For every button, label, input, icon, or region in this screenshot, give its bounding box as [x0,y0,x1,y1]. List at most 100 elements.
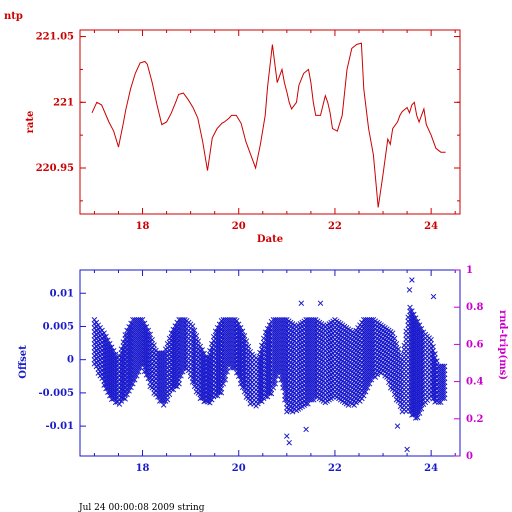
offset-point [124,327,130,334]
offset-point [247,348,254,355]
offset-point [418,341,425,348]
offset-point [364,385,371,391]
offset-point [266,350,273,356]
offset-point [311,337,317,343]
offset-point [441,395,448,402]
offset-point [361,393,367,399]
offset-point [95,322,102,328]
offset-point [218,385,225,392]
offset-point [239,344,246,351]
offset-point [311,369,317,375]
offset-point [189,347,196,353]
offset-point [282,369,288,375]
offset-point [418,373,425,380]
offset-point [145,331,152,338]
offset-point [255,400,261,407]
rate-x-tick-label: 24 [424,221,438,232]
offset-point [112,391,119,398]
offset-point [418,385,425,392]
offset-point [412,327,419,333]
offset-point [110,348,117,354]
offset-point [282,345,288,351]
offset-point [108,344,115,351]
offset-point [112,387,119,394]
offset-point [418,345,425,352]
offset-point [239,360,246,367]
rate-y-tick-label: 221 [53,97,74,108]
offset-y-tick-label: -0.005 [39,388,75,399]
offset-point [189,379,196,385]
offset-point [239,340,246,347]
offset-point [132,377,138,383]
offset-point [409,308,415,314]
offset-point [268,390,275,397]
offset-point [176,377,182,383]
offset-point [176,381,182,387]
offset-point [143,324,150,330]
offset-point [368,317,375,323]
offset-point [368,349,375,355]
offset-point [189,323,196,329]
offset-point [105,337,111,343]
offset-point [145,371,152,378]
offset-point [439,383,446,390]
offset-point [189,359,196,365]
offset-point [201,350,207,357]
rate-plot-frame [79,29,461,215]
offset-point [409,277,415,283]
offset-point [432,351,438,357]
offset-point [160,402,167,408]
rate-ticks: 18 20 22 24 220.95 221 221.05 [36,30,460,232]
offset-point [311,393,317,399]
offset-point [406,287,413,293]
offset-point [124,339,130,346]
offset-point [311,389,317,395]
offset-point [112,379,119,386]
offset-point [124,367,130,374]
offset-point [439,367,446,374]
offset-point [160,358,167,364]
offset-point [160,374,167,380]
offset-point [393,340,400,347]
offset-point [147,331,153,338]
offset-point [266,382,273,388]
offset-point [418,381,425,388]
offset-point [266,370,273,376]
offset-point [241,333,248,339]
offset-x-tick-label: 22 [328,463,342,474]
offset-point [412,371,419,377]
offset-point [411,315,417,322]
offset-point [170,370,177,377]
offset-point [160,398,167,404]
offset-point [412,375,419,381]
offset-point [368,333,375,339]
offset-point [412,403,419,409]
offset-point [145,355,152,362]
offset-point [414,318,421,325]
offset-point [128,384,134,391]
offset-point [151,342,157,348]
offset-x-tick-label: 20 [232,463,246,474]
offset-point [149,336,155,343]
offset-point [195,338,202,344]
offset-point [189,371,196,377]
offset-point [239,372,246,379]
offset-point [234,317,240,324]
rate-x-axis-label: Date [257,234,283,245]
offset-point [430,344,436,350]
offset-point [368,369,375,375]
offset-point [270,385,277,391]
offset-point [266,358,273,364]
offset-point [282,393,288,399]
offset-point [124,383,130,390]
roundtrip-y-tick-label: 0.8 [466,302,483,313]
offset-point [124,331,130,338]
offset-point [368,345,375,351]
offset-point [209,396,215,403]
offset-point [124,343,130,350]
offset-y-tick-label: 0.005 [43,321,74,332]
offset-point [126,388,132,394]
offset-point [199,347,205,353]
offset-point [409,312,415,318]
offset-point [139,321,146,327]
